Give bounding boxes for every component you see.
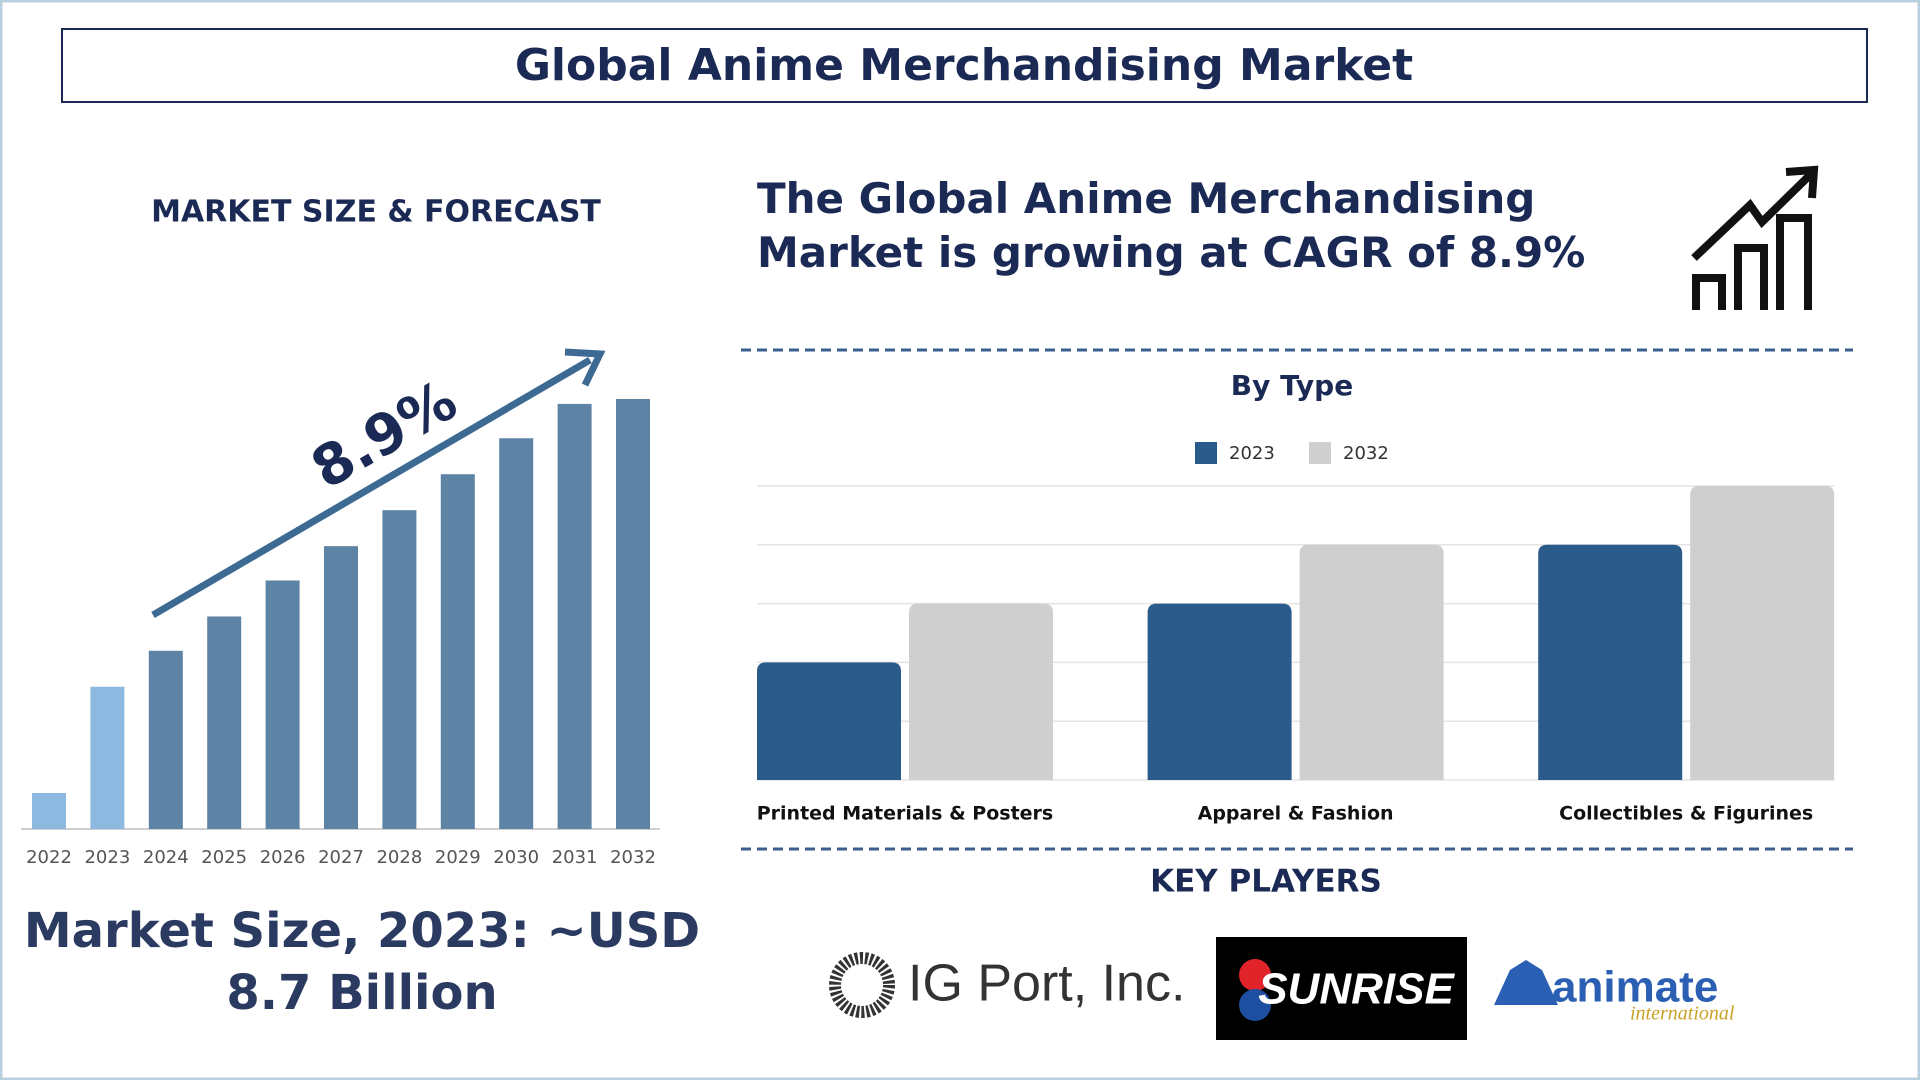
legend-swatch <box>1195 442 1217 464</box>
bar <box>557 403 592 829</box>
logo-animate: animate <box>1552 963 1718 1012</box>
legend-label: 2023 <box>1229 443 1275 464</box>
logo-animate-sub: international <box>1630 1003 1735 1025</box>
legend-swatch <box>1309 442 1331 464</box>
x-tick-label: Printed Materials & Posters <box>757 803 1053 825</box>
bar <box>757 662 901 780</box>
x-tick-label: 2025 <box>201 847 247 868</box>
page-title: Global Anime Merchandising Market <box>515 40 1413 91</box>
x-tick-label: 2022 <box>26 847 72 868</box>
x-tick-label: 2026 <box>260 847 306 868</box>
bar <box>1690 486 1835 780</box>
bar <box>499 438 534 829</box>
bar <box>1147 603 1292 780</box>
x-tick-label: 2029 <box>435 847 481 868</box>
x-tick-label: Collectibles & Figurines <box>1559 803 1813 825</box>
x-tick-label: 2032 <box>610 847 656 868</box>
sunrise-dot <box>1239 989 1271 1021</box>
x-tick-label: 2023 <box>84 847 130 868</box>
bar <box>148 650 183 829</box>
x-tick-label: 2031 <box>552 847 598 868</box>
logo-igport: IG Port, Inc. <box>908 955 1185 1013</box>
bar <box>90 686 125 829</box>
igport-icon <box>829 952 895 1018</box>
sunrise-dot <box>1239 959 1271 991</box>
growth-arrowhead <box>564 348 606 387</box>
growth-arrow <box>151 356 592 619</box>
right-chart: Printed Materials & Posters Apparel & Fas… <box>757 442 1835 825</box>
chart-title: MARKET SIZE & FORECAST <box>151 195 601 230</box>
growth-icon <box>1691 165 1819 310</box>
legend-label: 2032 <box>1343 443 1389 464</box>
bar <box>324 546 358 829</box>
bar <box>909 603 1053 780</box>
x-tick-label: 2027 <box>318 847 364 868</box>
x-tick-label: 2030 <box>493 847 539 868</box>
bar <box>616 399 650 829</box>
x-tick-label: Apparel & Fashion <box>1198 803 1394 825</box>
bar <box>265 580 300 829</box>
left-chart: 2022 2023 2024 2025 2026 2027 2028 2029 2030 2031… <box>26 399 656 868</box>
bar <box>382 510 417 829</box>
animate-icon <box>1494 960 1558 1005</box>
market-size: Market Size, 2023: ~USD 8.7 Billion <box>23 903 701 1021</box>
headline: The Global Anime Merchandising Market is… <box>757 174 1586 277</box>
key-players-title: KEY PLAYERS <box>1150 864 1382 900</box>
bar <box>207 616 242 829</box>
title-box <box>61 28 1868 103</box>
bar <box>440 474 475 829</box>
x-tick-label: 2028 <box>376 847 422 868</box>
x-tick-label: 2024 <box>143 847 189 868</box>
bar <box>32 793 66 829</box>
bar <box>1299 544 1444 780</box>
chart-title: By Type <box>1231 369 1353 402</box>
bar <box>1538 544 1683 780</box>
logo-sunrise: SUNRISE <box>1258 965 1455 1014</box>
igport-icon-center <box>848 971 876 999</box>
